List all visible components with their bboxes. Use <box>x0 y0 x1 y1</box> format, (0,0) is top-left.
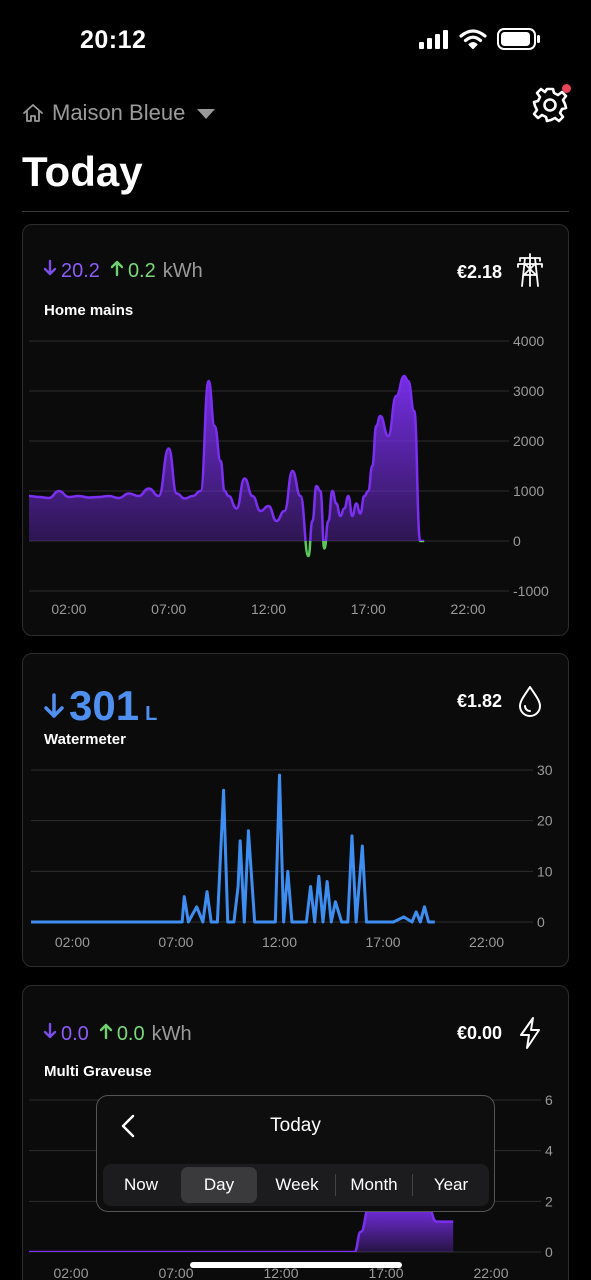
page-title: Today <box>22 148 143 195</box>
period-option-now[interactable]: Now <box>123 1175 158 1194</box>
series-line <box>31 773 435 924</box>
x-tick-label: 02:00 <box>53 1265 88 1280</box>
x-tick-label: 12:00 <box>263 1265 298 1280</box>
y-tick-label: 2 <box>545 1193 553 1209</box>
battery-icon <box>497 28 540 50</box>
import-value: 0.0 <box>61 1023 89 1045</box>
arrow-up-icon <box>110 259 124 282</box>
y-tick-label: 3000 <box>513 383 544 399</box>
home-selector[interactable]: Maison Bleue <box>22 100 216 126</box>
home-name: Maison Bleue <box>52 100 186 125</box>
x-tick-label: 07:00 <box>158 934 193 950</box>
arrow-down-icon <box>43 259 57 282</box>
watermeter-card[interactable]: 301 L Watermeter €1.82 30 20 10 0 02:00 07:00… <box>22 653 569 967</box>
watermeter-chart[interactable]: 30 20 10 0 02:00 07:00 12:00 17:00 22:00 <box>23 754 569 966</box>
card-label: Multi Graveuse <box>44 1063 152 1080</box>
x-tick-label: 07:00 <box>151 601 186 617</box>
export-value: 0.2 <box>127 260 156 282</box>
period-option-month[interactable]: Month <box>350 1175 398 1194</box>
import-value: 20.2 <box>61 260 100 282</box>
power-pylon-icon <box>517 253 543 287</box>
water-drop-icon <box>519 686 541 717</box>
chevron-down-icon <box>197 109 216 119</box>
series-area <box>29 1206 454 1252</box>
segment-divider <box>412 1174 413 1196</box>
lightning-icon <box>520 1017 540 1049</box>
x-tick-label: 17:00 <box>368 1265 403 1280</box>
y-tick-label: 10 <box>537 863 553 879</box>
cost-value: €2.18 <box>456 262 502 282</box>
home-mains-card[interactable]: 20.2 0.2 kWh Home mains €2.18 4000 3000 20… <box>22 224 569 636</box>
energy-reading: 20.2 0.2 kWh <box>43 259 203 283</box>
status-icons <box>419 28 541 50</box>
water-reading: 301 L <box>43 682 157 730</box>
y-tick-label: 6 <box>545 1092 553 1108</box>
unit-label: kWh <box>162 260 203 282</box>
series-area <box>29 376 425 541</box>
period-option-year[interactable]: Year <box>433 1175 469 1194</box>
settings-button[interactable] <box>531 84 571 124</box>
arrow-up-icon <box>99 1022 113 1045</box>
water-volume: 301 <box>69 682 140 729</box>
period-selector-popup: Today Now Day Week Month Year <box>96 1095 495 1212</box>
unit-label: L <box>145 703 158 725</box>
period-option-day[interactable]: Day <box>181 1167 257 1203</box>
energy-reading: 0.0 0.0 kWh <box>43 1022 192 1046</box>
x-tick-label: 22:00 <box>451 601 486 617</box>
status-bar: 20:12 <box>0 0 591 80</box>
x-tick-label: 17:00 <box>366 934 401 950</box>
status-time: 20:12 <box>80 26 147 54</box>
y-tick-label: 20 <box>537 813 553 829</box>
card-label: Watermeter <box>44 731 126 748</box>
home-icon <box>23 104 43 122</box>
period-option-week[interactable]: Week <box>275 1175 319 1194</box>
y-tick-label: 0 <box>545 1244 553 1260</box>
y-tick-label: 1000 <box>513 483 544 499</box>
y-tick-label: 30 <box>537 762 553 778</box>
x-tick-label: 07:00 <box>158 1265 193 1280</box>
gear-icon <box>532 87 568 123</box>
wifi-icon <box>459 29 487 49</box>
x-tick-label: 17:00 <box>351 601 386 617</box>
unit-label: kWh <box>151 1023 192 1045</box>
notification-dot <box>562 84 571 93</box>
x-tick-label: 02:00 <box>51 601 86 617</box>
y-tick-label: 4 <box>545 1143 553 1159</box>
home-indicator[interactable] <box>190 1262 402 1268</box>
y-tick-label: 0 <box>513 533 521 549</box>
arrow-down-icon <box>43 692 65 725</box>
title-divider <box>22 211 569 212</box>
x-tick-label: 02:00 <box>55 934 90 950</box>
card-label: Home mains <box>44 302 134 319</box>
home-mains-chart[interactable]: 4000 3000 2000 1000 0 -1000 02:00 07:00 12:00 17:… <box>23 325 569 635</box>
export-value: 0.0 <box>116 1023 145 1045</box>
x-tick-label: 22:00 <box>469 934 504 950</box>
y-tick-label: 2000 <box>513 433 544 449</box>
x-tick-label: 12:00 <box>262 934 297 950</box>
period-segmented-control: Now Day Week Month Year <box>103 1164 489 1206</box>
popup-title: Today <box>270 1115 321 1136</box>
y-tick-label: -1000 <box>513 583 549 599</box>
cost-value: €0.00 <box>456 1023 502 1043</box>
x-tick-label: 22:00 <box>473 1265 508 1280</box>
series-line <box>28 374 425 541</box>
y-tick-label: 4000 <box>513 333 544 349</box>
cost-value: €1.82 <box>456 691 502 711</box>
x-tick-label: 12:00 <box>251 601 286 617</box>
arrow-down-icon <box>43 1022 57 1045</box>
cellular-signal-icon <box>419 30 448 49</box>
y-tick-label: 0 <box>537 914 545 930</box>
chevron-left-icon[interactable] <box>117 1112 141 1140</box>
segment-divider <box>335 1174 336 1196</box>
